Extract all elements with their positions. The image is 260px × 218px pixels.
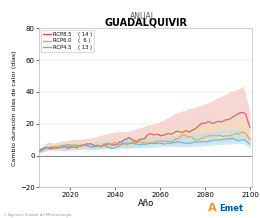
- Text: Emet: Emet: [220, 204, 244, 213]
- Legend: RCP8.5    ( 14 ), RCP6.0    (  6 ), RCP4.5    ( 13 ): RCP8.5 ( 14 ), RCP6.0 ( 6 ), RCP4.5 ( 13…: [41, 30, 94, 52]
- X-axis label: Año: Año: [138, 199, 154, 208]
- Text: © Agencia Estatal de Meteorología: © Agencia Estatal de Meteorología: [3, 213, 71, 217]
- Title: GUADALQUIVIR: GUADALQUIVIR: [104, 18, 187, 27]
- Y-axis label: Cambio duración olas de calor (días): Cambio duración olas de calor (días): [12, 50, 17, 166]
- Text: ANUAL: ANUAL: [130, 12, 156, 20]
- Text: A: A: [208, 203, 217, 213]
